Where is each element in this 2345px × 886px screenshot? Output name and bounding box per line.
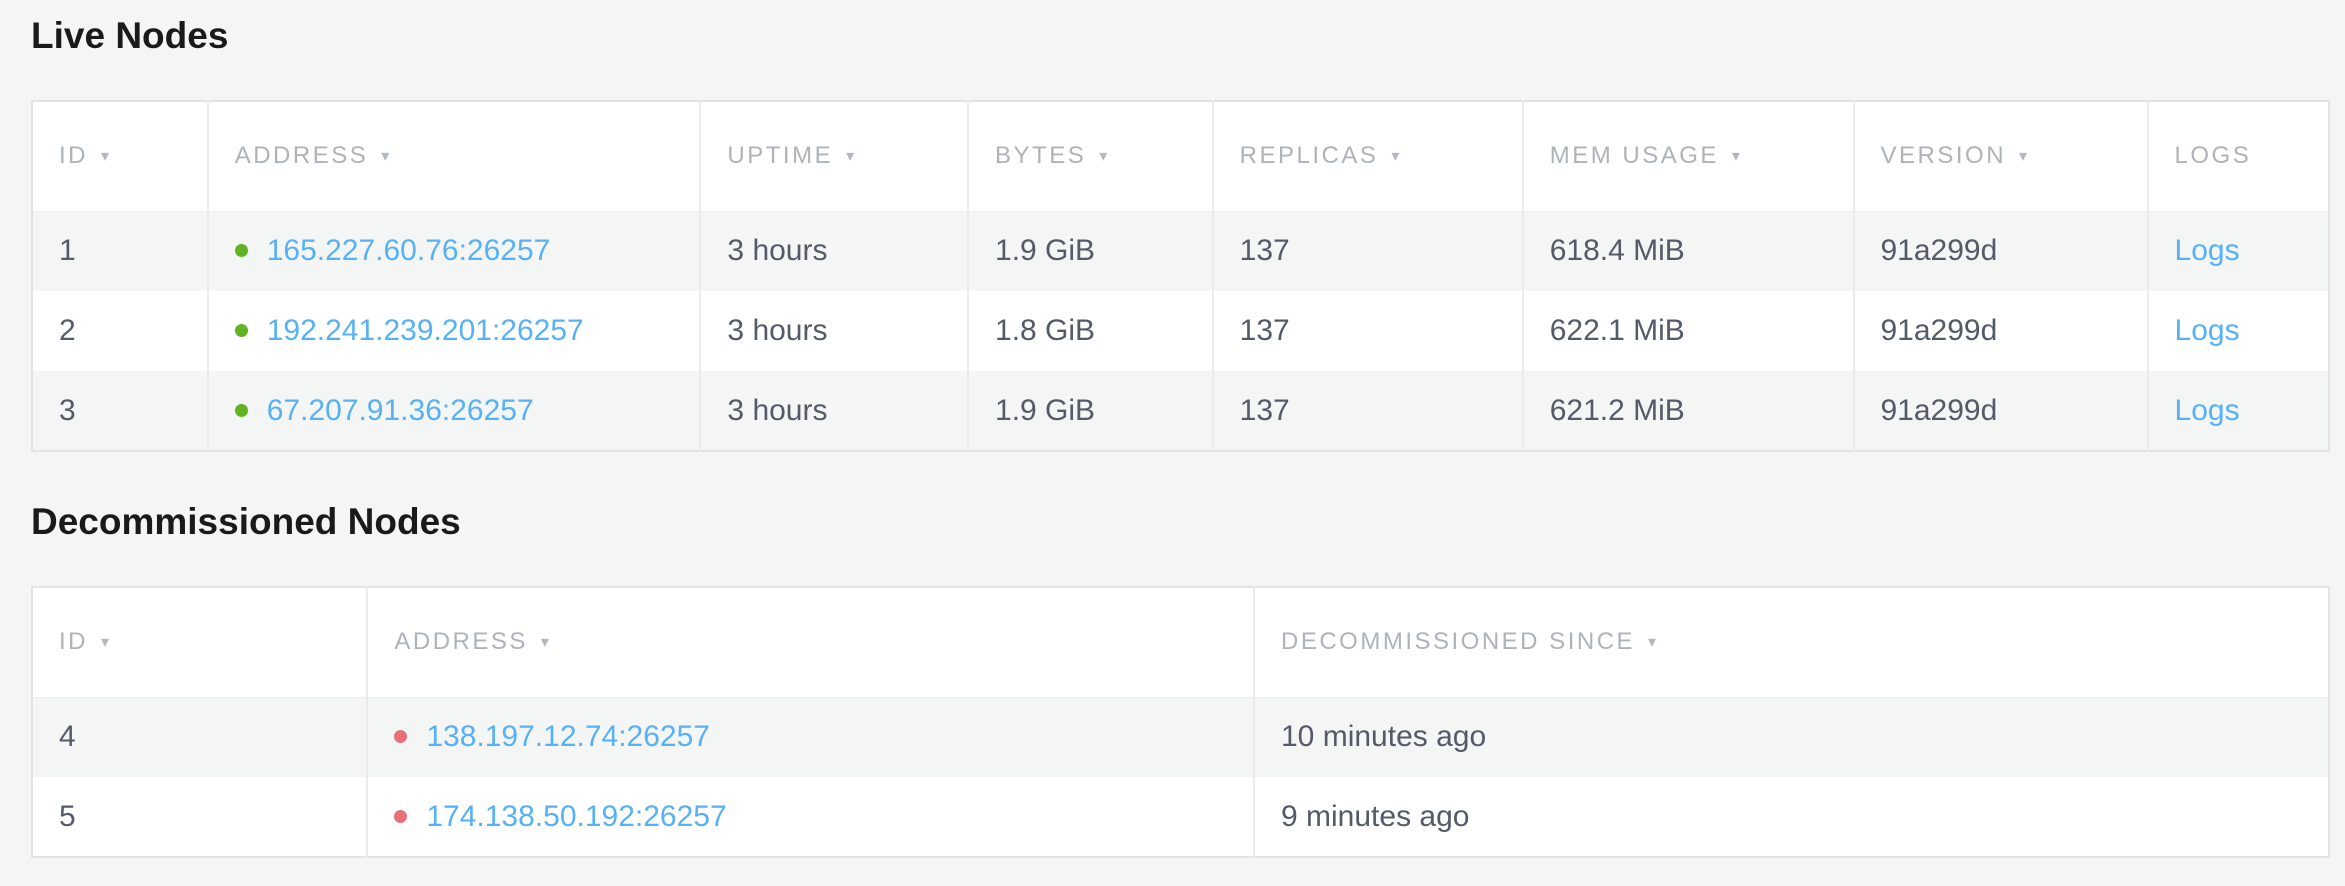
column-label: LOGS: [2174, 142, 2252, 170]
sort-arrow-icon: ▾: [101, 634, 110, 652]
sort-arrow-icon: ▾: [1391, 148, 1400, 166]
column-label: ID: [59, 628, 88, 656]
node-decommissioned-since-cell: 9 minutes ago: [1253, 777, 2329, 857]
live-status-dot-icon: [234, 324, 248, 337]
column-label: UPTIME: [727, 142, 834, 170]
live-col-header-mem-usage[interactable]: MEM USAGE ▾: [1521, 101, 1854, 212]
node-address-cell: 67.207.91.36:26257: [206, 371, 701, 451]
live-node-row: 1 165.227.60.76:26257 3 hours 1.9 GiB 13…: [32, 211, 2329, 291]
node-uptime-cell: 3 hours: [699, 371, 969, 451]
node-version-cell: 91a299d: [1852, 211, 2148, 291]
live-col-header-replicas[interactable]: REPLICAS ▾: [1211, 101, 1523, 212]
node-replicas-cell: 137: [1211, 371, 1523, 451]
node-bytes-cell: 1.9 GiB: [967, 371, 1213, 451]
node-id-cell: 5: [32, 777, 368, 857]
node-mem-usage-cell: 618.4 MiB: [1521, 211, 1854, 291]
decommissioned-status-dot-icon: [394, 730, 408, 744]
column-label: ADDRESS: [394, 628, 528, 656]
decommissioned-nodes-header-row: ID ▾ ADDRESS ▾ DECOMMISSIONED SINCE ▾: [32, 587, 2329, 698]
node-bytes-cell: 1.9 GiB: [967, 211, 1213, 291]
node-id-cell: 1: [32, 211, 208, 291]
sort-arrow-icon: ▾: [381, 148, 390, 166]
node-id-cell: 4: [32, 697, 368, 777]
live-col-header-version[interactable]: VERSION ▾: [1852, 101, 2148, 212]
decommissioned-node-row: 4 138.197.12.74:26257 10 minutes ago: [32, 697, 2329, 777]
sort-arrow-icon: ▾: [1731, 148, 1740, 166]
logs-link[interactable]: Logs: [2174, 234, 2240, 268]
node-address-cell: 138.197.12.74:26257: [366, 697, 1254, 777]
node-mem-usage-cell: 621.2 MiB: [1521, 371, 1854, 451]
node-replicas-cell: 137: [1211, 291, 1523, 371]
decommissioned-status-dot-icon: [394, 809, 408, 823]
node-uptime-cell: 3 hours: [699, 211, 969, 291]
node-address-cell: 192.241.239.201:26257: [206, 291, 701, 371]
node-version-cell: 91a299d: [1852, 291, 2148, 371]
node-replicas-cell: 137: [1211, 211, 1523, 291]
logs-link[interactable]: Logs: [2174, 393, 2240, 427]
node-mem-usage-cell: 622.1 MiB: [1521, 291, 1854, 371]
decommissioned-node-row: 5 174.138.50.192:26257 9 minutes ago: [32, 777, 2329, 857]
node-address-cell: 174.138.50.192:26257: [366, 777, 1254, 857]
column-label: MEM USAGE: [1549, 142, 1719, 170]
live-nodes-title: Live Nodes: [31, 15, 229, 56]
live-nodes-table: ID ▾ ADDRESS ▾ UPTIME ▾ BYTES ▾ REPLICAS ▾ ME…: [31, 100, 2330, 452]
column-label: BYTES: [995, 142, 1087, 170]
live-col-header-uptime[interactable]: UPTIME ▾: [699, 101, 969, 212]
node-decommissioned-since-cell: 10 minutes ago: [1253, 697, 2329, 777]
sort-arrow-icon: ▾: [101, 148, 110, 166]
live-nodes-section: Live Nodes ID ▾ ADDRESS ▾ UPTIME ▾ BYTES ▾ R…: [31, 14, 2330, 452]
live-nodes-header-row: ID ▾ ADDRESS ▾ UPTIME ▾ BYTES ▾ REPLICAS ▾ ME…: [32, 101, 2329, 212]
live-node-row: 2 192.241.239.201:26257 3 hours 1.8 GiB …: [32, 291, 2329, 371]
live-node-row: 3 67.207.91.36:26257 3 hours 1.9 GiB 137…: [32, 371, 2329, 451]
column-label: VERSION: [1880, 142, 2007, 170]
node-id-cell: 3: [32, 371, 208, 451]
decommissioned-col-header-id[interactable]: ID ▾: [32, 587, 368, 698]
live-col-header-logs: LOGS: [2146, 101, 2329, 212]
node-id-cell: 2: [32, 291, 208, 371]
node-version-cell: 91a299d: [1852, 371, 2148, 451]
live-status-dot-icon: [234, 403, 248, 417]
node-address-link[interactable]: 174.138.50.192:26257: [426, 799, 727, 833]
node-address-link[interactable]: 67.207.91.36:26257: [266, 393, 534, 427]
node-logs-cell: Logs: [2146, 371, 2329, 451]
node-bytes-cell: 1.8 GiB: [967, 291, 1213, 371]
live-col-header-bytes[interactable]: BYTES ▾: [967, 101, 1213, 212]
sort-arrow-icon: ▾: [846, 148, 855, 166]
decommissioned-nodes-title: Decommissioned Nodes: [31, 501, 461, 542]
node-address-link[interactable]: 165.227.60.76:26257: [266, 234, 551, 268]
sort-arrow-icon: ▾: [2019, 148, 2028, 166]
node-address-link[interactable]: 192.241.239.201:26257: [266, 314, 584, 347]
live-col-header-id[interactable]: ID ▾: [32, 101, 208, 212]
node-logs-cell: Logs: [2146, 291, 2329, 371]
node-uptime-cell: 3 hours: [699, 291, 969, 371]
decommissioned-col-header-since[interactable]: DECOMMISSIONED SINCE ▾: [1253, 587, 2329, 698]
node-address-cell: 165.227.60.76:26257: [206, 211, 701, 291]
node-address-link[interactable]: 138.197.12.74:26257: [426, 720, 710, 754]
live-status-dot-icon: [234, 244, 248, 258]
decommissioned-col-header-address[interactable]: ADDRESS ▾: [366, 587, 1254, 698]
sort-arrow-icon: ▾: [540, 634, 549, 652]
decommissioned-nodes-section: Decommissioned Nodes ID ▾ ADDRESS ▾ DECOMM…: [31, 500, 2330, 858]
sort-arrow-icon: ▾: [1099, 148, 1108, 166]
decommissioned-nodes-table: ID ▾ ADDRESS ▾ DECOMMISSIONED SINCE ▾ 4 138…: [31, 586, 2330, 858]
column-label: REPLICAS: [1239, 142, 1379, 170]
node-logs-cell: Logs: [2146, 211, 2329, 291]
live-col-header-address[interactable]: ADDRESS ▾: [206, 101, 701, 212]
column-label: DECOMMISSIONED SINCE: [1281, 628, 1636, 656]
cluster-nodes-page: Live Nodes ID ▾ ADDRESS ▾ UPTIME ▾ BYTES ▾ R…: [31, 14, 2330, 858]
sort-arrow-icon: ▾: [1648, 634, 1657, 652]
column-label: ADDRESS: [234, 142, 369, 170]
logs-link[interactable]: Logs: [2174, 314, 2240, 347]
column-label: ID: [59, 142, 88, 170]
